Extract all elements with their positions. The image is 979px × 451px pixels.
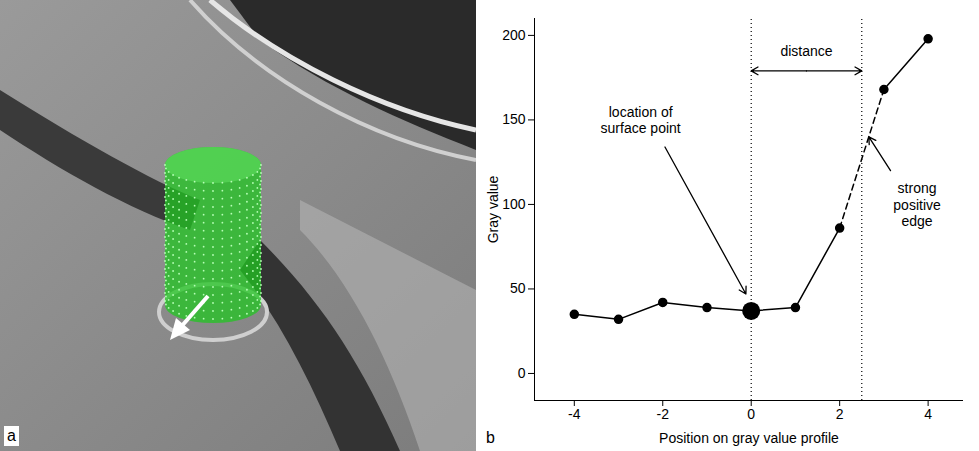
svg-text:0: 0: [747, 406, 755, 422]
svg-text:2: 2: [836, 406, 844, 422]
html-text:b: b: [486, 429, 495, 446]
svg-text:location ofsurface point: location ofsurface point: [601, 104, 681, 136]
svg-text:Position on gray value profile: Position on gray value profile: [659, 430, 839, 446]
svg-text:50: 50: [510, 280, 526, 296]
svg-text:150: 150: [502, 111, 526, 127]
svg-text:4: 4: [924, 406, 932, 422]
svg-text:-4: -4: [568, 406, 581, 422]
svg-text:200: 200: [502, 27, 526, 43]
svg-text:strongpositiveedge: strongpositiveedge: [893, 180, 941, 228]
svg-text:-2: -2: [657, 406, 670, 422]
svg-text:distance: distance: [780, 43, 832, 59]
html-text:a: a: [7, 427, 16, 444]
svg-text:100: 100: [502, 196, 526, 212]
svg-text:Gray value: Gray value: [485, 175, 501, 243]
svg-text:0: 0: [518, 365, 526, 381]
